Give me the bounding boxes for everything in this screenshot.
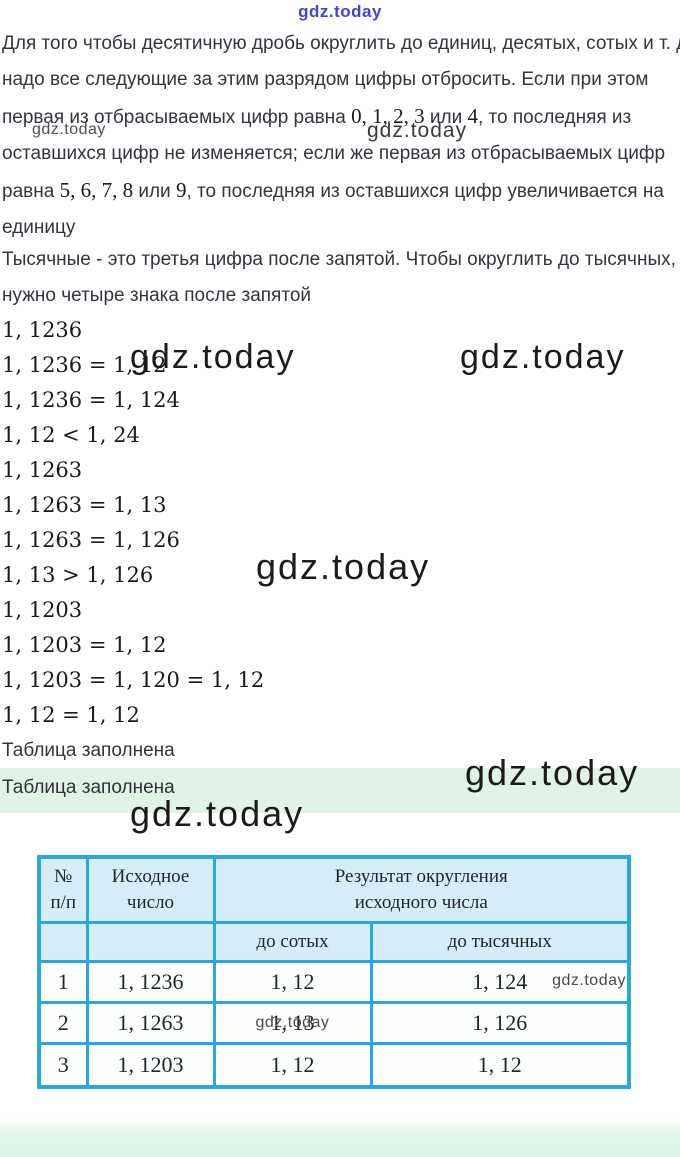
intro-line-5-text3: , то последняя из оставшихся цифр увелич… (186, 181, 664, 202)
note-line-2: нужно четыре знака после запятой (2, 285, 312, 306)
math-line: 1, 1203 = 1, 12 (2, 633, 167, 657)
intro-line-3-text: первая из отбрасываемых цифр равна (2, 107, 352, 128)
intro-line-6: единицу (2, 217, 76, 238)
note-paragraph: Тысячные - это третья цифра после запято… (2, 242, 676, 314)
table-row: 1 1, 1236 1, 12 1, 124 gdz.today (37, 960, 631, 1004)
status-text-2: Таблица заполнена (2, 777, 175, 798)
green-status-band: Таблица заполнена (0, 768, 680, 813)
math-line: 1, 12 = 1, 12 (2, 703, 140, 727)
header-source-line1: Исходное (111, 866, 190, 887)
intro-line-3: первая из отбрасываемых цифр равна 0, 1,… (2, 98, 680, 136)
hundredths-value: 1, 12 (212, 1042, 373, 1089)
header-empty-cell (37, 921, 89, 963)
table-header-row-1: № п/п Исходное число Результат округлени… (37, 855, 631, 924)
watermark: gdz.today (552, 972, 626, 989)
thousandths-value: 1, 124 gdz.today (369, 960, 631, 1004)
header-result-line2: исходного числа (354, 892, 488, 913)
intro-line-3-text3: , то последняя из (478, 107, 632, 128)
thousandths-text: 1, 124 (472, 969, 528, 994)
note-line-1: Тысячные - это третья цифра после запято… (2, 249, 676, 270)
math-line: 1, 1263 = 1, 13 (2, 493, 167, 517)
math-line: 1, 13 > 1, 126 (2, 563, 154, 587)
table-header-row-2: до сотых до тысячных (37, 921, 631, 963)
status-text-1: Таблица заполнена (2, 740, 175, 761)
intro-paragraph: Для того чтобы десятичную дробь округлит… (2, 26, 680, 246)
row-number: 3 (37, 1042, 89, 1089)
intro-line-2: надо все следующие за этим разрядом цифр… (2, 69, 649, 90)
header-number-col: № п/п (37, 855, 89, 924)
math-line: 1, 12 < 1, 24 (2, 423, 140, 447)
math-line: 1, 1263 (2, 458, 83, 482)
header-thousandths: до тысячных (369, 921, 631, 963)
header-number-line1: № (54, 866, 73, 887)
bottom-band (0, 1118, 680, 1157)
header-source-line2: число (126, 892, 175, 913)
thousandths-value: 1, 12 (369, 1042, 631, 1089)
header-result-line1: Результат округления (334, 866, 508, 887)
hundredths-value: 1, 12 (212, 960, 373, 1004)
math-line: 1, 1236 (2, 318, 83, 342)
math-line: 1, 1203 = 1, 120 = 1, 12 (2, 668, 265, 692)
hundredths-text: 1, 13 (270, 1010, 315, 1035)
intro-line-3-numbers: 0, 1, 2, 3 (351, 104, 425, 128)
intro-line-3-text2: или (424, 107, 468, 128)
math-line: 1, 1263 = 1, 126 (2, 528, 180, 552)
source-number: 1, 1203 (85, 1042, 216, 1089)
math-work-block: 1, 1236 1, 1236 = 1, 12 1, 1236 = 1, 124… (2, 313, 264, 733)
math-line: 1, 1236 = 1, 124 (2, 388, 180, 412)
intro-line-5-number2: 9 (175, 178, 187, 202)
rounding-table: № п/п Исходное число Результат округлени… (37, 855, 631, 1089)
row-number: 2 (37, 1001, 89, 1045)
thousandths-value: 1, 126 (369, 1001, 631, 1045)
math-line: 1, 1236 = 1, 12 (2, 353, 167, 377)
intro-line-1: Для того чтобы десятичную дробь округлит… (2, 33, 680, 54)
intro-line-3-number2: 4 (467, 104, 479, 128)
header-number-line2: п/п (50, 892, 77, 913)
hundredths-value: gdz.today 1, 13 (212, 1001, 373, 1045)
header-empty-cell (85, 921, 216, 963)
intro-line-4: оставшихся цифр не изменяется; если же п… (2, 143, 666, 164)
header-hundredths: до сотых (212, 921, 373, 963)
watermark: gdz.today (460, 338, 626, 376)
intro-line-5-text2: или (133, 181, 176, 202)
watermark: gdz.today (256, 546, 431, 587)
intro-line-5-numbers: 5, 6, 7, 8 (59, 178, 134, 202)
intro-line-5: равна 5, 6, 7, 8 или 9, то последняя из … (2, 172, 680, 210)
table-row: 3 1, 1203 1, 12 1, 12 (37, 1042, 631, 1089)
table-row: 2 1, 1263 gdz.today 1, 13 1, 126 (37, 1001, 631, 1045)
math-line: 1, 1203 (2, 598, 83, 622)
watermark: gdz.today (255, 1014, 330, 1031)
header-result-col: Результат округления исходного числа (212, 855, 631, 924)
source-number: 1, 1236 (85, 960, 216, 1004)
header-source-col: Исходное число (85, 855, 216, 924)
intro-line-5-text: равна (2, 181, 60, 202)
source-number: 1, 1263 (85, 1001, 216, 1045)
row-number: 1 (37, 960, 89, 1004)
site-link[interactable]: gdz.today (298, 2, 382, 21)
